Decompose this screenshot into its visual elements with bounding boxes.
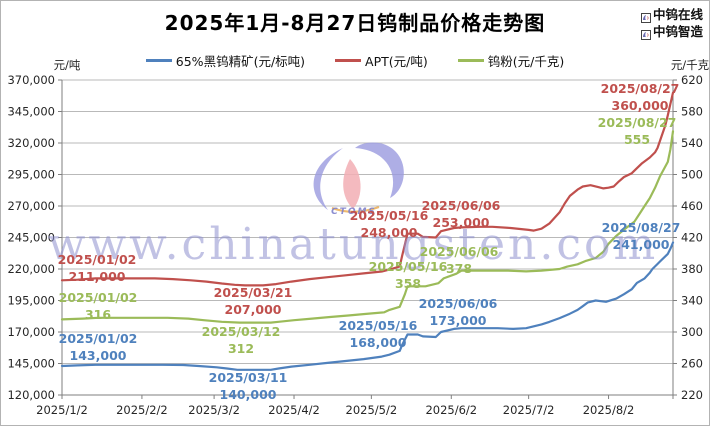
brand-line-smart: 中钨智造: [640, 23, 703, 40]
x-tick-label: 2025/1/2: [36, 403, 88, 417]
legend-item-powder: 钨粉(元/千克): [457, 51, 565, 70]
y-right-tick-label: 340: [681, 294, 703, 308]
annotation-date-apt: 2025/08/27: [601, 81, 680, 96]
watermark-logo-right-petal: [355, 142, 404, 198]
annotation-date-powder: 2025/06/06: [420, 244, 499, 259]
y-left-tick-label: 120,000: [7, 388, 55, 402]
legend-swatch-powder: [457, 59, 484, 62]
y-right-tick-label: 220: [681, 388, 703, 402]
legend-label-apt: APT(元/吨): [365, 54, 428, 69]
annotation-value-apt: 211,000: [69, 269, 126, 284]
series-line-powder: [60, 130, 675, 324]
annotation-date-concentrate: 2025/01/02: [59, 331, 138, 346]
annotation-value-apt: 253,000: [433, 215, 490, 230]
x-tick-label: 2025/3/2: [188, 403, 240, 417]
y-right-tick-label: 460: [681, 199, 703, 213]
watermark-logo-center-flame: [343, 159, 361, 209]
page-title: 2025年1月-8月27日钨制品价格走势图: [164, 11, 546, 35]
y-left-tick-label: 295,000: [7, 168, 55, 182]
brand-block: 中钨在线 中钨智造: [640, 6, 703, 40]
y-right-tick-label: 620: [681, 73, 703, 87]
legend-label-powder: 钨粉(元/千克): [487, 54, 565, 69]
y-left-tick-label: 145,000: [7, 357, 55, 371]
brand-text-smart: 中钨智造: [652, 24, 703, 39]
y-right-tick-label: 580: [681, 105, 703, 119]
annotation-value-concentrate: 168,000: [350, 335, 407, 350]
legend-swatch-concentrate: [145, 59, 172, 62]
annotation-date-apt: 2025/06/06: [422, 198, 501, 213]
x-tick-label: 2025/7/2: [503, 403, 555, 417]
annotation-date-concentrate: 2025/08/27: [602, 220, 681, 235]
y-right-tick-label: 380: [681, 262, 703, 276]
brand-logo-icon: [640, 10, 651, 23]
legend-item-apt: APT(元/吨): [335, 51, 428, 70]
brand-text-online: 中钨在线: [652, 7, 703, 22]
brand-line-online: 中钨在线: [640, 6, 703, 23]
annotation-value-concentrate: 140,000: [220, 387, 277, 402]
watermark-logo-swoosh: [331, 206, 380, 213]
y-left-tick-label: 345,000: [7, 105, 55, 119]
y-left-tick-label: 270,000: [7, 199, 55, 213]
annotation-date-concentrate: 2025/03/11: [209, 370, 288, 385]
y-left-tick-label: 320,000: [7, 136, 55, 150]
annotation-value-concentrate: 173,000: [430, 313, 487, 328]
y-right-unit-label: 元/千克: [671, 58, 710, 72]
annotation-date-concentrate: 2025/05/16: [339, 318, 418, 333]
y-left-tick-label: 245,000: [7, 231, 55, 245]
annotation-value-apt: 248,000: [361, 225, 418, 240]
watermark-text: www.chinatungsten.com: [48, 219, 658, 270]
legend-item-concentrate: 65%黑钨精矿(元/标吨): [145, 51, 306, 70]
chart-legend: 65%黑钨精矿(元/标吨) APT(元/吨) 钨粉(元/千克): [1, 51, 709, 70]
y-right-tick-label: 540: [681, 136, 703, 150]
annotation-date-powder: 2025/03/12: [202, 324, 281, 339]
y-left-unit-label: 元/吨: [54, 58, 81, 72]
annotation-value-concentrate: 143,000: [70, 348, 127, 363]
x-tick-label: 2025/8/2: [583, 403, 635, 417]
x-tick-label: 2025/5/2: [346, 403, 398, 417]
annotation-value-powder: 555: [624, 132, 650, 147]
annotation-date-apt: 2025/03/21: [214, 285, 293, 300]
annotation-date-apt: 2025/01/02: [58, 252, 137, 267]
x-tick-label: 2025/4/2: [268, 403, 320, 417]
y-left-tick-label: 370,000: [7, 73, 55, 87]
legend-swatch-apt: [335, 59, 362, 62]
series-line-concentrate: [60, 241, 675, 371]
annotation-date-powder: 2025/05/16: [369, 259, 448, 274]
annotation-value-powder: 312: [228, 341, 254, 356]
x-tick-label: 2025/6/2: [425, 403, 477, 417]
annotation-value-powder: 378: [446, 261, 472, 276]
watermark: CTOMS www.chinatungsten.com: [48, 142, 658, 270]
brand-logo-icon: [640, 27, 651, 40]
annotation-date-apt: 2025/05/16: [350, 208, 429, 223]
y-right-tick-label: 420: [681, 231, 703, 245]
watermark-logo-text: CTOMS: [331, 207, 377, 217]
annotation-value-powder: 316: [85, 307, 111, 322]
series-line-apt: [60, 91, 675, 287]
y-right-tick-label: 260: [681, 357, 703, 371]
y-left-tick-label: 195,000: [7, 294, 55, 308]
annotation-value-powder: 358: [395, 276, 421, 291]
annotation-date-concentrate: 2025/06/06: [419, 296, 498, 311]
y-left-tick-label: 170,000: [7, 325, 55, 339]
watermark-logo-left-petal: [313, 148, 343, 210]
y-right-tick-label: 500: [681, 168, 703, 182]
y-right-tick-label: 300: [681, 325, 703, 339]
legend-label-concentrate: 65%黑钨精矿(元/标吨): [175, 54, 306, 69]
y-left-tick-label: 220,000: [7, 262, 55, 276]
annotation-value-apt: 207,000: [225, 302, 282, 317]
x-tick-label: 2025/2/2: [116, 403, 168, 417]
annotation-value-concentrate: 241,000: [613, 237, 670, 252]
annotation-date-powder: 2025/01/02: [59, 290, 138, 305]
annotation-value-apt: 360,000: [612, 98, 669, 113]
annotation-date-powder: 2025/08/27: [598, 115, 677, 130]
